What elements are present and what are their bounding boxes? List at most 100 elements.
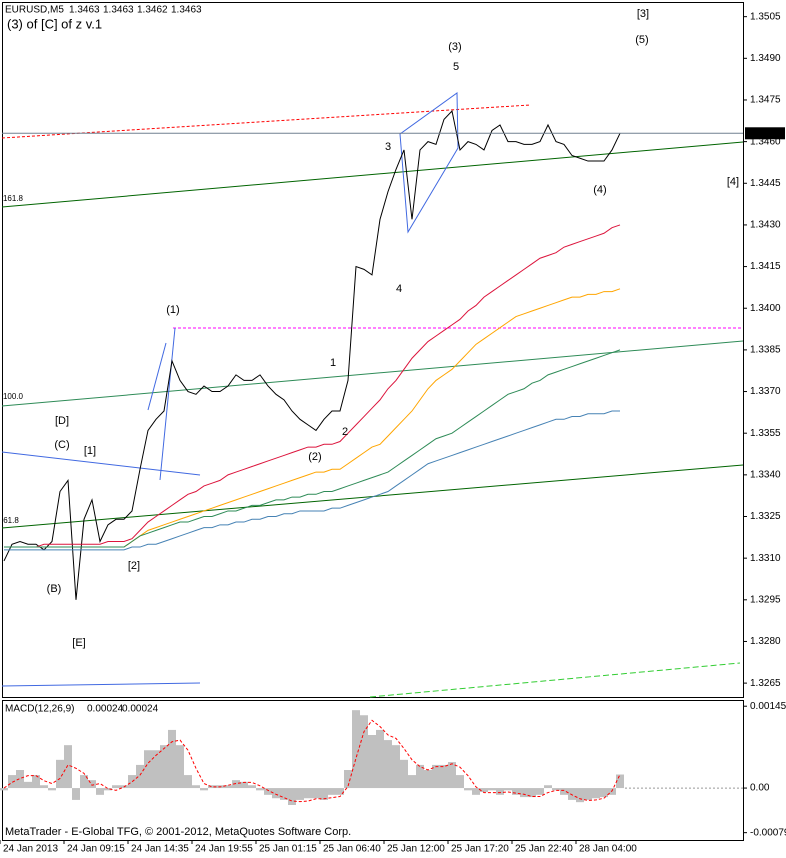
y-tick-label: 1.3400 <box>750 303 781 314</box>
series-line <box>3 719 621 803</box>
macd-bar <box>32 775 40 789</box>
y-tick-label: 1.3295 <box>750 594 781 605</box>
y-tick-label: 1.3355 <box>750 428 781 439</box>
macd-bar <box>352 710 360 789</box>
macd-bar <box>504 788 512 791</box>
macd-bar <box>360 715 368 789</box>
macd-bar <box>144 750 152 789</box>
trend-line <box>1 141 744 208</box>
macd-bar <box>528 788 536 798</box>
y-tick-label: 1.3385 <box>750 345 781 356</box>
x-tick-label: 25 Jan 22:40 <box>515 844 573 855</box>
macd-bar <box>320 788 328 800</box>
annotation: 1 <box>330 357 336 369</box>
macd-bar <box>408 775 416 789</box>
annotation: 100.0 <box>3 392 24 401</box>
macd-bar <box>8 775 16 789</box>
macd-bar <box>480 788 488 793</box>
trend-line <box>159 327 176 481</box>
annotation: 5 <box>453 61 459 73</box>
annotation: [2] <box>128 560 140 572</box>
macd-value: 0.00024 <box>87 704 124 715</box>
y-tick-label: 0.00145 <box>750 701 786 712</box>
macd-bar <box>112 785 120 789</box>
macd-bar <box>496 788 504 795</box>
macd-bar <box>296 788 304 800</box>
macd-bar <box>456 775 464 789</box>
annotation: 4 <box>396 283 402 295</box>
macd-bar <box>472 788 480 795</box>
annotation: 2 <box>342 426 348 438</box>
macd-bar <box>80 775 88 789</box>
series-line <box>4 224 621 548</box>
x-tick-label: 24 Jan 2013 <box>3 844 58 855</box>
macd-bar <box>184 775 192 789</box>
macd-bar <box>344 770 352 789</box>
signal-value: 0.00024 <box>122 704 159 715</box>
open-value: 1.3463 <box>69 5 100 16</box>
y-tick-label: -0.00079 <box>750 827 786 838</box>
macd-bar <box>88 780 96 789</box>
series-line <box>4 410 620 551</box>
x-tick-label: 25 Jan 12:00 <box>387 844 445 855</box>
macd-bar <box>536 788 544 795</box>
annotation: [1] <box>84 445 96 457</box>
low-value: 1.3462 <box>137 5 168 16</box>
macd-bar <box>248 785 256 789</box>
trend-line <box>1 451 201 476</box>
macd-bar <box>72 788 80 800</box>
trend-line <box>369 662 741 698</box>
annotation: [D] <box>55 415 69 427</box>
macd-bar <box>304 788 312 799</box>
y-tick-label: 1.3460 <box>750 136 781 147</box>
x-tick-label: 25 Jan 17:20 <box>451 844 509 855</box>
macd-bar <box>584 788 592 800</box>
macd-bar <box>448 762 456 789</box>
trend-line <box>1 340 744 407</box>
macd-bar <box>600 788 608 798</box>
macd-bar <box>400 759 408 789</box>
macd-title: MACD(12,26,9) <box>5 704 74 715</box>
macd-bar <box>464 788 472 791</box>
annotation: (3) <box>448 41 461 53</box>
annotation: 61.8 <box>3 516 19 525</box>
chart-subtitle: (3) of [C] of z v.1 <box>7 16 102 31</box>
macd-bar <box>160 745 168 789</box>
x-tick-label: 25 Jan 06:40 <box>323 844 381 855</box>
chart-title: EURUSD,M5 <box>5 5 64 16</box>
y-tick-label: 1.3475 <box>750 95 781 106</box>
annotation: (C) <box>54 439 69 451</box>
y-tick-label: 0.00 <box>750 783 770 794</box>
macd-bar <box>168 729 176 789</box>
trend-line <box>1 682 201 687</box>
macd-bar <box>56 759 64 789</box>
macd-bar <box>592 788 600 799</box>
annotation: (2) <box>308 451 321 463</box>
annotation: 161.8 <box>3 194 24 203</box>
watermark: MetaTrader - E-Global TFG, © 2001-2012, … <box>5 826 351 838</box>
macd-bar <box>96 788 104 795</box>
macd-bar <box>336 788 344 795</box>
macd-bar <box>176 745 184 789</box>
y-tick-label: 1.3505 <box>750 11 781 22</box>
macd-bar <box>520 788 528 798</box>
y-tick-label: 1.3325 <box>750 511 781 522</box>
macd-bar <box>152 750 160 789</box>
x-tick-label: 24 Jan 14:35 <box>131 844 189 855</box>
last-price-box <box>745 127 785 140</box>
annotation: 3 <box>385 141 391 153</box>
y-tick-label: 1.3430 <box>750 220 781 231</box>
macd-bar <box>392 745 400 789</box>
x-tick-label: 24 Jan 09:15 <box>67 844 125 855</box>
macd-bar <box>544 785 552 789</box>
trend-line <box>1 104 531 139</box>
macd-bar <box>40 785 48 789</box>
x-tick-label: 24 Jan 19:55 <box>195 844 253 855</box>
wave-channel <box>399 92 459 234</box>
macd-panel <box>2 700 744 841</box>
macd-bar <box>104 788 112 791</box>
annotation: [4] <box>727 176 739 188</box>
macd-bar <box>576 788 584 803</box>
